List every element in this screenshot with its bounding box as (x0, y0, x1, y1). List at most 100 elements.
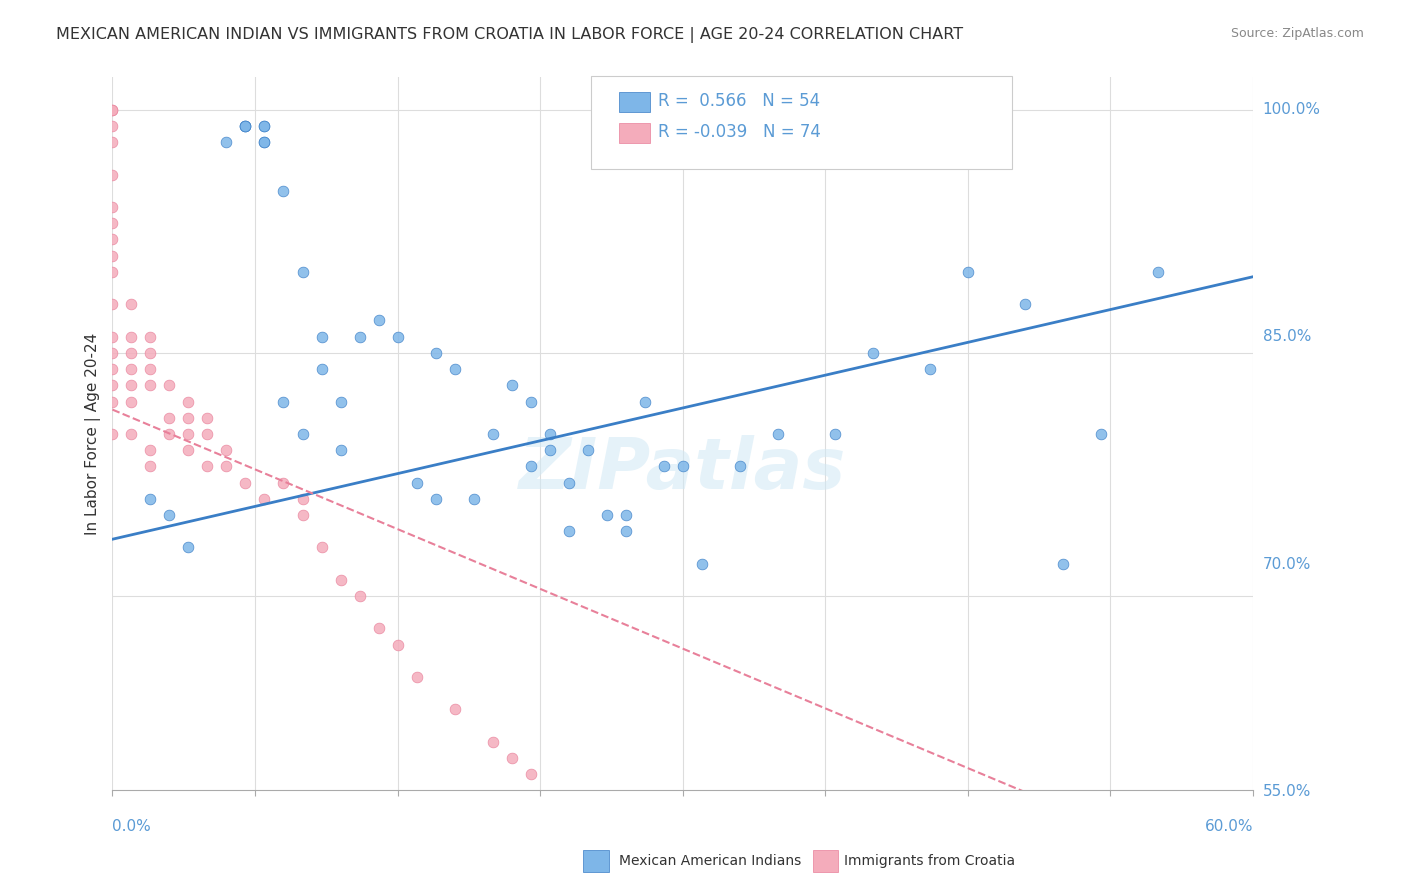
Point (101, 378, 124, 392)
Point (311, 541, 333, 555)
Point (235, 475, 257, 490)
Point (311, 362, 333, 376)
Text: Mexican American Indians: Mexican American Indians (619, 854, 801, 868)
Point (101, 168, 124, 182)
Point (538, 426, 561, 441)
Point (956, 265, 979, 279)
Point (614, 524, 637, 538)
Point (253, 491, 276, 506)
Point (159, 410, 181, 425)
Point (120, 346, 142, 360)
Point (235, 119, 257, 133)
Point (177, 394, 200, 409)
Point (253, 135, 276, 149)
Point (690, 557, 713, 571)
Point (291, 491, 314, 506)
Point (367, 621, 389, 635)
Point (120, 394, 142, 409)
Text: Immigrants from Croatia: Immigrants from Croatia (844, 854, 1015, 868)
Text: ZIPatlas: ZIPatlas (519, 435, 846, 504)
Point (273, 475, 295, 490)
Point (576, 815, 599, 830)
Text: 0.0%: 0.0% (112, 819, 152, 834)
Point (101, 297, 124, 311)
Point (291, 508, 314, 522)
Point (120, 362, 142, 376)
Point (197, 459, 219, 474)
Point (672, 459, 695, 474)
Text: 60.0%: 60.0% (1205, 819, 1253, 834)
Point (766, 426, 789, 441)
Point (329, 394, 352, 409)
Point (101, 394, 124, 409)
Point (101, 103, 124, 117)
Point (1052, 557, 1074, 571)
Point (595, 832, 617, 847)
Point (159, 378, 181, 392)
Point (501, 751, 523, 765)
Point (519, 394, 541, 409)
Point (215, 443, 238, 458)
Point (614, 508, 637, 522)
Point (501, 378, 523, 392)
Point (215, 135, 238, 149)
Text: R =  0.566   N = 54: R = 0.566 N = 54 (658, 92, 820, 110)
Point (405, 475, 427, 490)
Point (405, 670, 427, 684)
Point (443, 702, 465, 716)
Point (139, 459, 162, 474)
Point (652, 459, 675, 474)
Point (139, 329, 162, 343)
Point (349, 589, 371, 603)
Point (538, 443, 561, 458)
Point (614, 848, 637, 863)
Point (367, 313, 389, 327)
Point (918, 362, 941, 376)
Point (101, 232, 124, 246)
Point (1014, 297, 1036, 311)
Point (1090, 426, 1112, 441)
Point (215, 459, 238, 474)
Point (862, 346, 884, 360)
Point (139, 443, 162, 458)
Point (824, 426, 846, 441)
Point (595, 508, 617, 522)
Point (101, 135, 124, 149)
Point (235, 119, 257, 133)
Point (159, 426, 181, 441)
Point (253, 119, 276, 133)
Point (387, 638, 409, 652)
Point (120, 426, 142, 441)
Point (197, 410, 219, 425)
Point (349, 329, 371, 343)
Text: Source: ZipAtlas.com: Source: ZipAtlas.com (1230, 27, 1364, 40)
Point (120, 297, 142, 311)
Point (634, 880, 657, 892)
Point (1147, 265, 1170, 279)
Text: MEXICAN AMERICAN INDIAN VS IMMIGRANTS FROM CROATIA IN LABOR FORCE | AGE 20-24 CO: MEXICAN AMERICAN INDIAN VS IMMIGRANTS FR… (56, 27, 963, 43)
Point (463, 491, 485, 506)
Point (273, 184, 295, 198)
Point (101, 362, 124, 376)
Point (634, 394, 657, 409)
Point (387, 329, 409, 343)
Point (139, 491, 162, 506)
Point (101, 426, 124, 441)
Point (177, 443, 200, 458)
Point (101, 119, 124, 133)
Text: R = -0.039   N = 74: R = -0.039 N = 74 (658, 123, 821, 141)
Point (557, 475, 579, 490)
Point (519, 767, 541, 781)
Point (177, 541, 200, 555)
Point (425, 491, 447, 506)
Point (101, 103, 124, 117)
Point (443, 362, 465, 376)
Point (177, 410, 200, 425)
Point (101, 216, 124, 230)
Point (425, 346, 447, 360)
Point (728, 459, 751, 474)
Point (139, 346, 162, 360)
Point (311, 329, 333, 343)
Point (329, 573, 352, 587)
Point (481, 735, 503, 749)
